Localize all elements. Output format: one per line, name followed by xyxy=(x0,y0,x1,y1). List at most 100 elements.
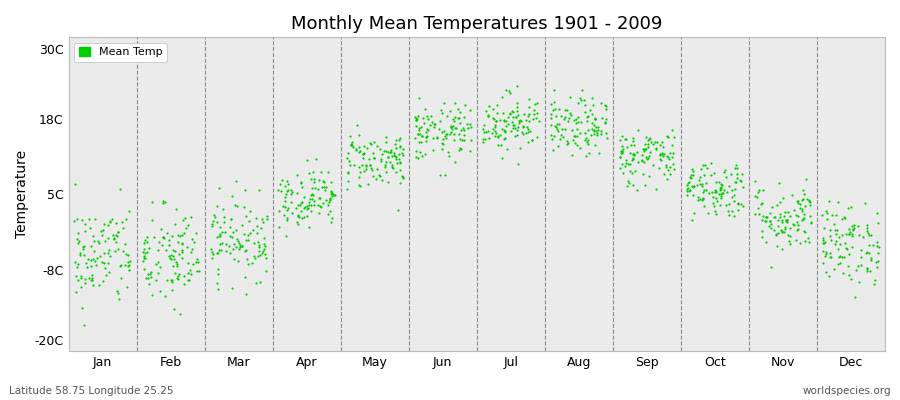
Point xyxy=(659,164,673,170)
Point xyxy=(178,215,193,221)
Point xyxy=(90,255,104,262)
Point xyxy=(446,137,461,143)
Point xyxy=(509,132,524,138)
Point xyxy=(762,222,777,229)
Point xyxy=(301,205,315,212)
Point xyxy=(239,247,254,253)
Point xyxy=(416,115,430,121)
Point xyxy=(309,156,323,162)
Point xyxy=(205,248,220,255)
Point xyxy=(614,149,628,156)
Point xyxy=(860,230,875,236)
Point xyxy=(870,243,885,250)
Point xyxy=(644,139,658,145)
Point xyxy=(704,172,718,178)
Point xyxy=(725,208,740,215)
Point xyxy=(774,229,788,236)
Point xyxy=(426,135,440,141)
Point xyxy=(295,214,310,221)
Point xyxy=(585,126,599,133)
Point xyxy=(217,219,231,226)
Point xyxy=(357,168,372,175)
Point xyxy=(376,148,391,154)
Point xyxy=(86,256,100,263)
Point xyxy=(456,125,471,131)
Point xyxy=(166,263,180,270)
Point xyxy=(379,148,393,155)
Point xyxy=(803,213,817,219)
Point xyxy=(449,125,464,131)
Point xyxy=(525,137,539,144)
Point xyxy=(854,254,868,261)
Point xyxy=(392,134,407,141)
Point xyxy=(781,208,796,215)
Point xyxy=(661,153,675,159)
Point xyxy=(215,240,230,246)
Point xyxy=(823,227,837,233)
Point xyxy=(706,193,721,200)
Point xyxy=(560,141,574,147)
Point xyxy=(755,228,770,234)
Point xyxy=(706,200,720,206)
Point xyxy=(159,230,174,236)
Point xyxy=(239,256,254,262)
Point xyxy=(484,130,499,136)
Point xyxy=(769,231,783,237)
Point xyxy=(69,236,84,242)
Point xyxy=(854,262,868,269)
Point xyxy=(552,121,566,127)
Point xyxy=(793,204,807,211)
Point xyxy=(109,239,123,245)
Point xyxy=(73,250,87,256)
Point xyxy=(585,111,599,117)
Point xyxy=(681,188,696,195)
Point xyxy=(623,160,637,167)
Point xyxy=(695,183,709,190)
Point xyxy=(341,169,356,175)
Point xyxy=(569,116,583,122)
Point xyxy=(643,136,657,142)
Point xyxy=(509,104,524,110)
Point xyxy=(518,117,533,124)
Point xyxy=(137,239,151,246)
Point xyxy=(508,133,523,139)
Point xyxy=(79,260,94,266)
Point xyxy=(77,322,92,328)
Point xyxy=(215,229,230,236)
Point xyxy=(82,215,96,222)
Point xyxy=(505,108,519,115)
Point xyxy=(759,218,773,224)
Point xyxy=(478,136,492,142)
Point xyxy=(503,111,517,118)
Point xyxy=(166,278,180,285)
Point xyxy=(427,124,441,130)
Point xyxy=(379,134,393,140)
Point xyxy=(558,126,572,132)
Point xyxy=(870,264,885,270)
Point xyxy=(590,130,604,136)
Point xyxy=(829,231,843,238)
Point xyxy=(496,118,510,124)
Point xyxy=(369,176,383,182)
Point xyxy=(271,187,285,194)
Point xyxy=(578,130,592,136)
Point xyxy=(425,119,439,125)
Point xyxy=(791,222,806,228)
Point xyxy=(796,216,810,222)
Point xyxy=(410,116,424,122)
Point xyxy=(553,136,567,142)
Point xyxy=(396,174,410,180)
Point xyxy=(759,218,773,225)
Point xyxy=(165,233,179,239)
Point xyxy=(452,131,466,137)
Point xyxy=(232,246,247,252)
Point xyxy=(662,156,676,162)
Point xyxy=(320,169,335,176)
Point xyxy=(526,107,541,114)
Point xyxy=(278,194,293,200)
Point xyxy=(238,213,253,220)
Point xyxy=(777,213,791,220)
Point xyxy=(734,178,749,184)
Point xyxy=(775,217,789,223)
Point xyxy=(72,252,86,259)
